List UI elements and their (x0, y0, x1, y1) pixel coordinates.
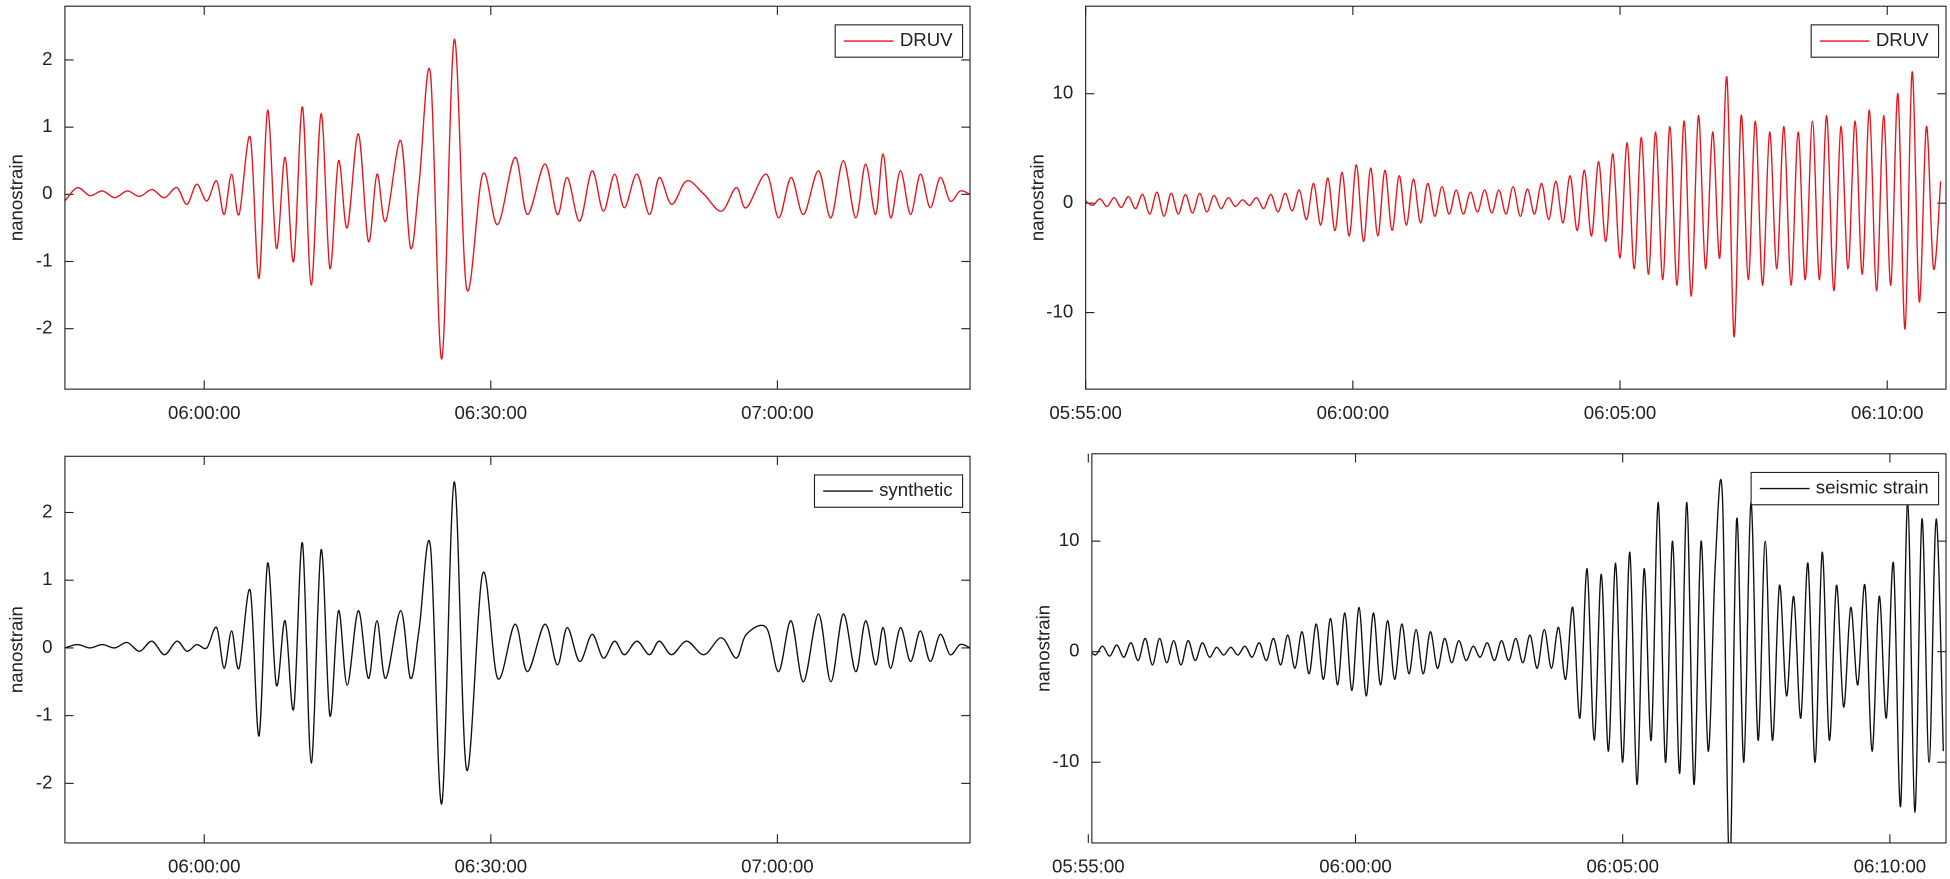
x-tick-label: 06:00:00 (1319, 856, 1392, 877)
data-line (64, 481, 971, 805)
x-tick-label: 05:55:00 (1049, 402, 1122, 423)
panel: -10 0 10 05:55:00 06:00:00 06:05:00 06:10:00 na… (1033, 453, 1947, 877)
panel: -2 -1 0 1 2 06:00:00 06:30:00 07:00:00 nanostrai… (6, 5, 971, 423)
y-tick-label: 2 (42, 500, 52, 521)
y-tick-label: 1 (42, 115, 52, 136)
x-tick-label: 06:00:00 (168, 856, 241, 877)
y-tick-label: -2 (36, 317, 53, 338)
legend-label: synthetic (879, 479, 952, 500)
x-tick-label: 06:00:00 (1317, 402, 1390, 423)
y-tick-label: -10 (1053, 750, 1080, 771)
panel: -2 -1 0 1 2 06:00:00 06:30:00 07:00:00 nanostrai… (6, 455, 971, 877)
data-line (1085, 71, 1942, 338)
x-tick-label: 06:10:00 (1854, 856, 1927, 877)
x-tick-label: 06:30:00 (455, 402, 528, 423)
y-tick-label: -2 (36, 771, 53, 792)
legend: DRUV (834, 24, 964, 58)
plot-frame (1091, 453, 1947, 844)
plot-frame (1085, 5, 1947, 390)
y-tick-label: -10 (1046, 300, 1073, 321)
y-tick-label: 10 (1059, 529, 1080, 550)
legend-label: seismic strain (1816, 477, 1929, 498)
legend: synthetic (813, 474, 964, 508)
x-tick-label: 07:00:00 (741, 402, 814, 423)
x-tick-label: 06:00:00 (168, 402, 241, 423)
x-tick-label: 05:55:00 (1052, 856, 1125, 877)
legend-label: DRUV (900, 29, 953, 50)
y-tick-label: 10 (1053, 82, 1074, 103)
legend: seismic strain (1750, 471, 1940, 506)
data-line (1091, 479, 1945, 843)
y-axis-label: nanostrain (6, 606, 27, 693)
y-axis-label: nanostrain (1033, 605, 1054, 692)
legend: DRUV (1810, 24, 1940, 58)
y-tick-label: 0 (42, 182, 52, 203)
x-tick-label: 07:00:00 (741, 856, 814, 877)
y-tick-label: 0 (42, 636, 52, 657)
y-axis-label: nanostrain (1026, 154, 1047, 241)
legend-label: DRUV (1876, 29, 1929, 50)
y-tick-label: 2 (42, 48, 52, 69)
plot-frame (64, 455, 971, 844)
y-tick-label: 0 (1069, 640, 1079, 661)
x-tick-label: 06:30:00 (455, 856, 528, 877)
y-tick-label: -1 (36, 249, 53, 270)
plot-frame (64, 5, 971, 390)
panel: -10 0 10 05:55:00 06:00:00 06:05:00 06:10:00 na… (1026, 5, 1947, 423)
y-axis-label: nanostrain (6, 154, 27, 241)
y-tick-label: 0 (1063, 191, 1073, 212)
y-tick-label: 1 (42, 568, 52, 589)
x-tick-label: 06:05:00 (1586, 856, 1659, 877)
x-tick-label: 06:10:00 (1851, 402, 1924, 423)
y-tick-label: -1 (36, 704, 53, 725)
x-tick-label: 06:05:00 (1584, 402, 1657, 423)
data-line (64, 39, 971, 360)
